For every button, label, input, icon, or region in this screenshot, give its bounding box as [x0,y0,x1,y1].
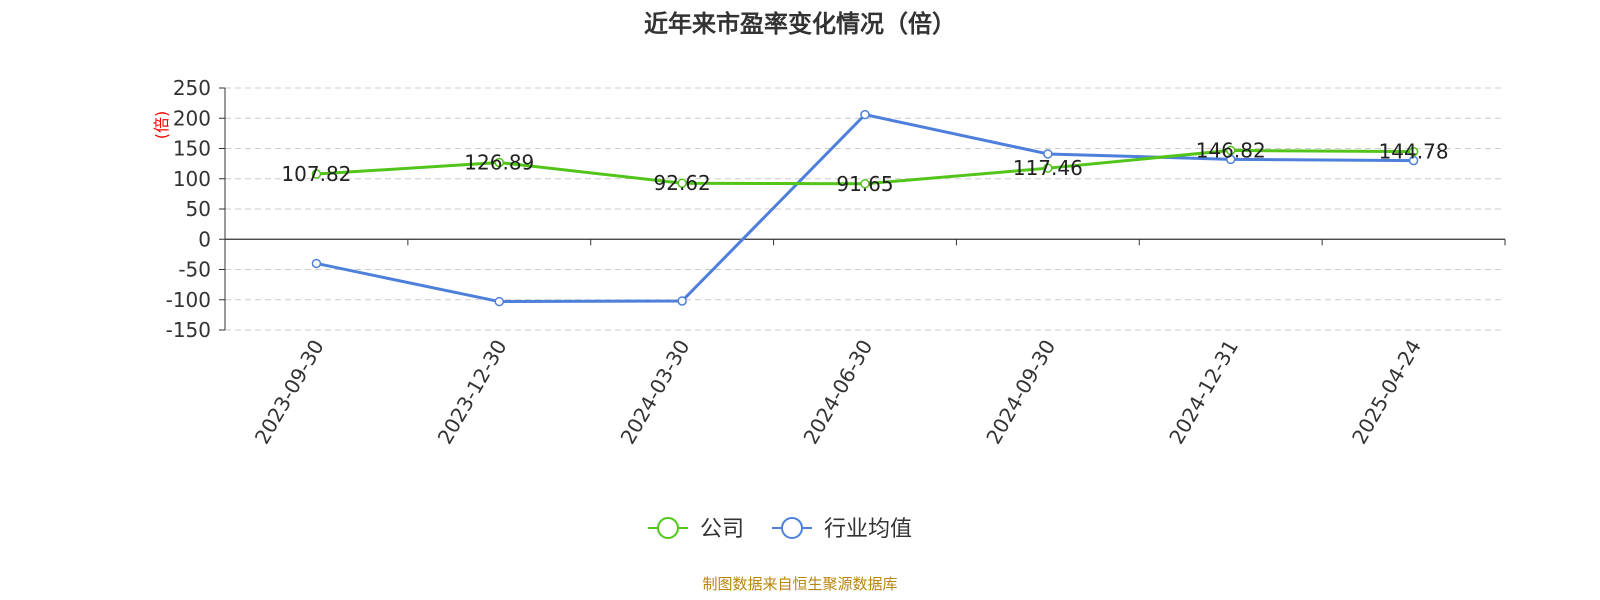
x-tick-label: 2024-06-30 [798,336,877,449]
data-label: 107.82 [281,162,351,186]
data-label: 92.62 [654,171,711,195]
data-point [1043,163,1053,173]
grid-lines [225,87,1505,331]
y-axis-label: (倍) [152,111,171,140]
y-tick-label: 150 [173,137,211,161]
data-point [1408,146,1419,157]
chart-title: 近年来市盈率变化情况（倍） [644,10,956,38]
data-point [494,157,505,168]
axes: 250 200 150 100 50 0 -50 -100 -150 2023-09-30 2023… [166,76,1506,449]
x-tick-label: 2023-12-30 [433,336,512,449]
x-tick-label: 2024-03-30 [616,336,695,449]
x-tick-label: 2023-09-30 [250,336,329,449]
data-label: 144.78 [1379,140,1449,164]
y-tick-label: 250 [173,76,211,100]
y-tick-label: 200 [173,106,211,130]
data-labels: 107.82 126.89 92.62 91.65 117.46 146.82 144.78 [281,138,1448,195]
data-point [1225,145,1236,156]
data-point [860,179,870,189]
data-label: 91.65 [836,172,893,196]
data-point [1408,155,1419,166]
data-point [677,296,687,306]
legend-circle-icon [781,517,803,539]
y-tick-label: 50 [186,197,211,221]
data-label: 146.82 [1196,138,1266,162]
y-tick-label: 100 [173,167,211,191]
legend-item-industry-average[interactable]: 行业均值 [772,517,912,542]
legend-circle-icon [657,517,679,539]
x-tick-label: 2024-12-31 [1164,336,1243,449]
data-point [677,178,687,188]
x-tick-label: 2024-09-30 [981,336,1060,449]
y-tick-label: 0 [198,227,211,251]
legend-label: 公司 [700,517,744,542]
y-tick-label: -100 [166,288,211,312]
y-tick-label: -150 [166,318,211,342]
data-point [494,296,505,307]
legend[interactable]: 公司 行业均值 [648,517,912,542]
data-label: 126.89 [464,150,534,174]
legend-label: 行业均值 [824,517,912,542]
data-point [311,258,322,269]
legend-item-company[interactable]: 公司 [648,517,744,542]
data-point [1043,149,1053,159]
y-tick-label: -50 [178,258,211,282]
series [311,109,1419,307]
data-point [1225,154,1236,165]
source-note: 制图数据来自恒生聚源数据库 [702,575,897,593]
x-tick-label: 2025-04-24 [1347,336,1426,449]
data-label: 117.46 [1013,156,1083,180]
data-point [860,109,870,120]
data-point [311,169,322,179]
